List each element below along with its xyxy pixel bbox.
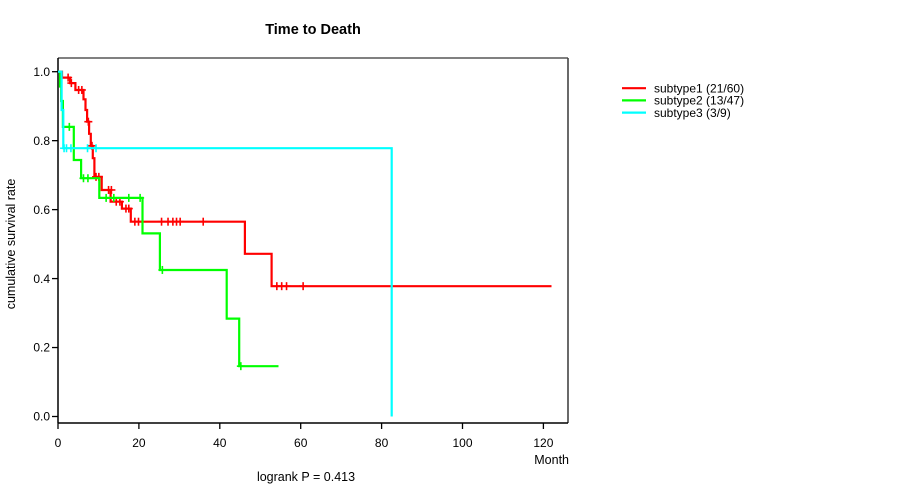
chart-title: Time to Death — [265, 22, 361, 38]
x-tick-label: 60 — [294, 436, 308, 450]
legend: subtype1 (21/60)subtype2 (13/47)subtype3… — [622, 81, 744, 120]
x-tick-label: 40 — [213, 436, 227, 450]
legend-label-subtype3: subtype3 (3/9) — [654, 106, 731, 120]
plot-frame — [58, 57, 569, 423]
axes: 0 20 40 60 80 100 120 0.0 0.2 0.4 0.6 0.8 1.0 — [33, 58, 568, 450]
x-tick-label: 120 — [533, 436, 553, 450]
y-tick-label: 0.4 — [33, 272, 50, 286]
y-axis-title: cumulative survival rate — [4, 179, 18, 310]
x-tick-label: 100 — [452, 436, 472, 450]
logrank-annotation: logrank P = 0.413 — [257, 470, 355, 484]
legend-label-subtype1: subtype1 (21/60) — [654, 81, 744, 95]
y-tick-label: 1.0 — [33, 65, 50, 79]
x-tick-label: 80 — [375, 436, 389, 450]
y-tick-label: 0.8 — [33, 134, 50, 148]
survival-curve-subtype1 — [58, 70, 552, 288]
y-tick-label: 0.6 — [33, 203, 50, 217]
x-tick-label: 20 — [132, 436, 146, 450]
y-tick-label: 0.0 — [33, 410, 50, 424]
x-tick-label: 0 — [55, 436, 62, 450]
y-tick-label: 0.2 — [33, 341, 50, 355]
survival-curves — [58, 70, 552, 417]
survival-curve-subtype3 — [58, 70, 393, 417]
x-axis-title: Month — [534, 453, 569, 467]
legend-label-subtype2: subtype2 (13/47) — [654, 94, 744, 108]
